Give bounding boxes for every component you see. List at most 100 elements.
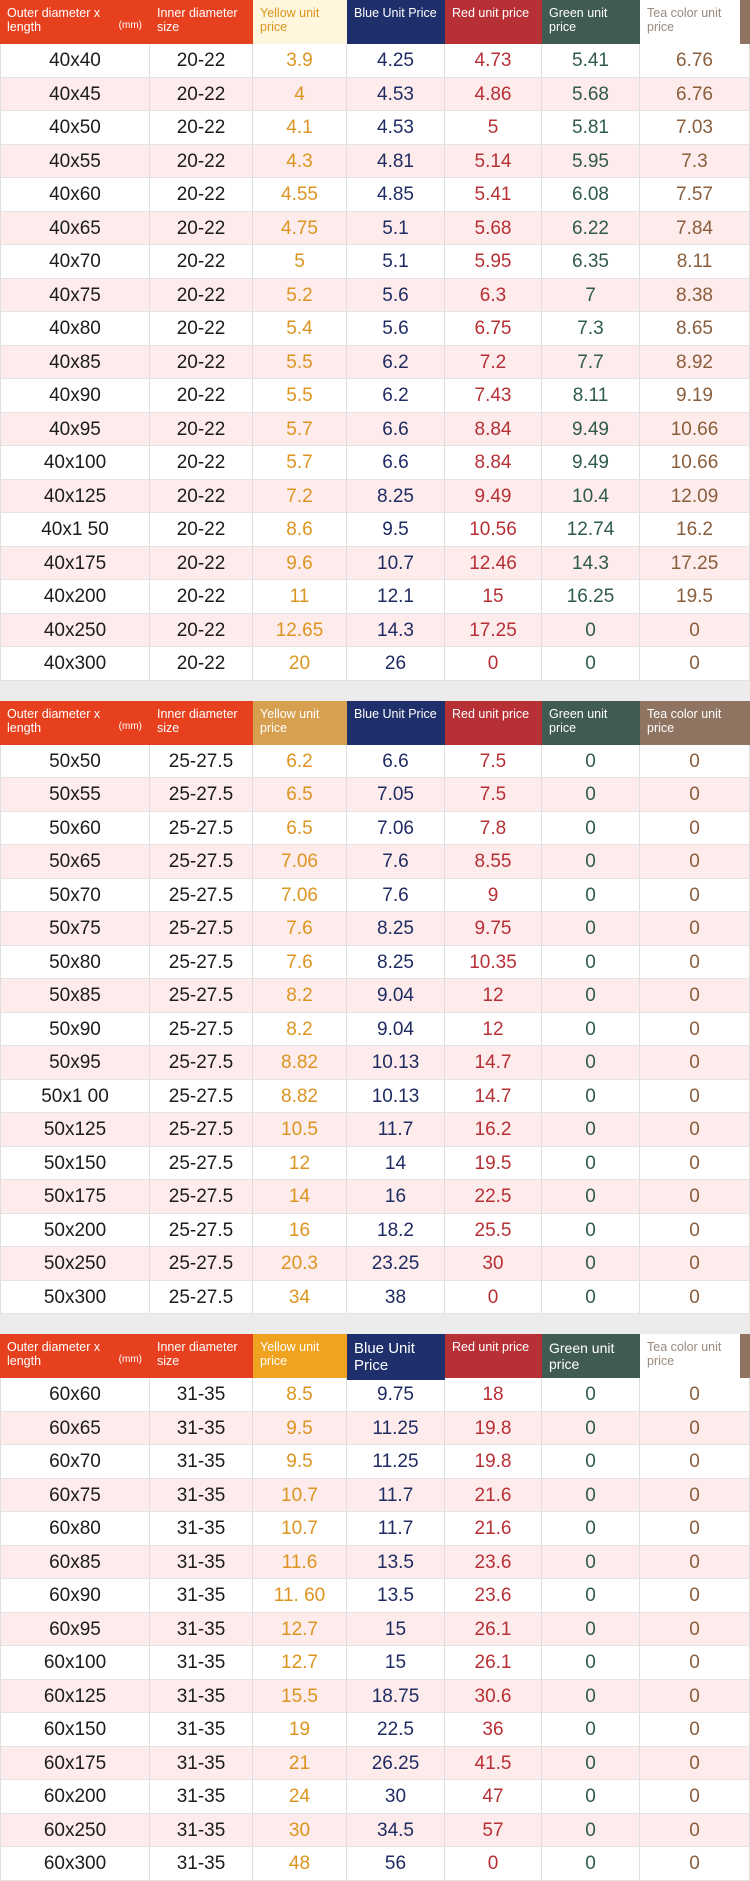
cell-red-price: 18 — [445, 1378, 542, 1411]
table-row: 50x65 25-27.5 7.06 7.6 8.55 0 0 — [0, 845, 750, 879]
cell-yellow-price: 9.5 — [253, 1411, 347, 1444]
cell-tea-price: 0 — [640, 979, 750, 1012]
cell-yellow-price: 6.5 — [253, 811, 347, 844]
cell-inner-diameter: 20-22 — [150, 647, 253, 680]
cell-tea-price: 0 — [640, 1280, 750, 1313]
table-row: 50x125 25-27.5 10.5 11.7 16.2 0 0 — [0, 1113, 750, 1147]
cell-red-price: 6.3 — [445, 278, 542, 311]
tea-color-tab — [740, 0, 750, 44]
cell-red-price: 26.1 — [445, 1646, 542, 1679]
table-row: 40x95 20-22 5.7 6.6 8.84 9.49 10.66 — [0, 412, 750, 446]
cell-inner-diameter: 20-22 — [150, 211, 253, 244]
cell-yellow-price: 4.3 — [253, 144, 347, 177]
cell-red-price: 19.8 — [445, 1411, 542, 1444]
cell-red-price: 9 — [445, 878, 542, 911]
cell-yellow-price: 5 — [253, 245, 347, 278]
cell-blue-price: 10.13 — [347, 1079, 445, 1112]
cell-inner-diameter: 31-35 — [150, 1679, 253, 1712]
cell-green-price: 12.74 — [542, 513, 640, 546]
cell-blue-price: 5.6 — [347, 278, 445, 311]
cell-yellow-price: 5.4 — [253, 312, 347, 345]
cell-size: 40x200 — [0, 580, 150, 613]
cell-blue-price: 6.6 — [347, 744, 445, 777]
cell-green-price: 0 — [542, 1512, 640, 1545]
cell-red-price: 12 — [445, 1012, 542, 1045]
cell-size: 60x90 — [0, 1579, 150, 1612]
cell-blue-price: 26 — [347, 647, 445, 680]
header-tea-price: Tea color unit price — [640, 1334, 750, 1378]
cell-size: 40x75 — [0, 278, 150, 311]
cell-blue-price: 14.3 — [347, 613, 445, 646]
cell-red-price: 15 — [445, 580, 542, 613]
cell-red-price: 14.7 — [445, 1046, 542, 1079]
cell-green-price: 0 — [542, 1579, 640, 1612]
cell-yellow-price: 48 — [253, 1847, 347, 1880]
cell-blue-price: 4.53 — [347, 111, 445, 144]
cell-size: 50x75 — [0, 912, 150, 945]
price-table-60: Outer diameter x length (mm) Inner diame… — [0, 1334, 750, 1881]
cell-yellow-price: 20.3 — [253, 1247, 347, 1280]
cell-tea-price: 0 — [640, 1713, 750, 1746]
cell-yellow-price: 9.5 — [253, 1445, 347, 1478]
cell-green-price: 0 — [542, 1146, 640, 1179]
cell-green-price: 7 — [542, 278, 640, 311]
cell-size: 40x175 — [0, 546, 150, 579]
cell-inner-diameter: 31-35 — [150, 1646, 253, 1679]
table-header: Outer diameter x length (mm) Inner diame… — [0, 1334, 750, 1380]
table-row: 40x300 20-22 20 26 0 0 0 — [0, 647, 750, 681]
table-row: 60x100 31-35 12.7 15 26.1 0 0 — [0, 1646, 750, 1680]
cell-yellow-price: 8.6 — [253, 513, 347, 546]
cell-green-price: 6.08 — [542, 178, 640, 211]
cell-blue-price: 9.75 — [347, 1378, 445, 1411]
cell-green-price: 6.35 — [542, 245, 640, 278]
cell-size: 40x1 50 — [0, 513, 150, 546]
cell-blue-price: 6.6 — [347, 412, 445, 445]
table-header: Outer diameter x length (mm) Inner diame… — [0, 700, 750, 745]
cell-yellow-price: 4.55 — [253, 178, 347, 211]
cell-red-price: 5 — [445, 111, 542, 144]
cell-tea-price: 0 — [640, 1046, 750, 1079]
cell-red-price: 10.56 — [445, 513, 542, 546]
cell-inner-diameter: 31-35 — [150, 1545, 253, 1578]
cell-red-price: 7.5 — [445, 744, 542, 777]
table-row: 60x75 31-35 10.7 11.7 21.6 0 0 — [0, 1478, 750, 1512]
cell-red-price: 12.46 — [445, 546, 542, 579]
cell-tea-price: 0 — [640, 1213, 750, 1246]
cell-blue-price: 10.13 — [347, 1046, 445, 1079]
cell-red-price: 8.84 — [445, 412, 542, 445]
table-row: 50x1 00 25-27.5 8.82 10.13 14.7 0 0 — [0, 1079, 750, 1113]
cell-size: 60x150 — [0, 1713, 150, 1746]
cell-inner-diameter: 20-22 — [150, 312, 253, 345]
cell-inner-diameter: 25-27.5 — [150, 845, 253, 878]
cell-yellow-price: 9.6 — [253, 546, 347, 579]
cell-size: 60x175 — [0, 1746, 150, 1779]
cell-inner-diameter: 25-27.5 — [150, 744, 253, 777]
header-unit: (mm) — [118, 20, 142, 31]
cell-red-price: 9.75 — [445, 912, 542, 945]
cell-blue-price: 15 — [347, 1646, 445, 1679]
cell-blue-price: 13.5 — [347, 1579, 445, 1612]
cell-inner-diameter: 31-35 — [150, 1813, 253, 1846]
cell-yellow-price: 4.1 — [253, 111, 347, 144]
table-row: 60x70 31-35 9.5 11.25 19.8 0 0 — [0, 1445, 750, 1479]
cell-tea-price: 0 — [640, 1847, 750, 1880]
cell-red-price: 30 — [445, 1247, 542, 1280]
header-unit: (mm) — [118, 720, 142, 732]
cell-yellow-price: 24 — [253, 1780, 347, 1813]
cell-size: 40x85 — [0, 345, 150, 378]
cell-blue-price: 11.7 — [347, 1478, 445, 1511]
cell-size: 40x60 — [0, 178, 150, 211]
cell-blue-price: 9.04 — [347, 1012, 445, 1045]
cell-red-price: 36 — [445, 1713, 542, 1746]
cell-size: 50x95 — [0, 1046, 150, 1079]
cell-green-price: 0 — [542, 1545, 640, 1578]
cell-tea-price: 0 — [640, 647, 750, 680]
cell-blue-price: 12.1 — [347, 580, 445, 613]
cell-yellow-price: 21 — [253, 1746, 347, 1779]
cell-green-price: 0 — [542, 1646, 640, 1679]
cell-blue-price: 4.25 — [347, 44, 445, 77]
table-row: 50x150 25-27.5 12 14 19.5 0 0 — [0, 1146, 750, 1180]
cell-size: 50x60 — [0, 811, 150, 844]
cell-inner-diameter: 25-27.5 — [150, 778, 253, 811]
cell-yellow-price: 20 — [253, 647, 347, 680]
